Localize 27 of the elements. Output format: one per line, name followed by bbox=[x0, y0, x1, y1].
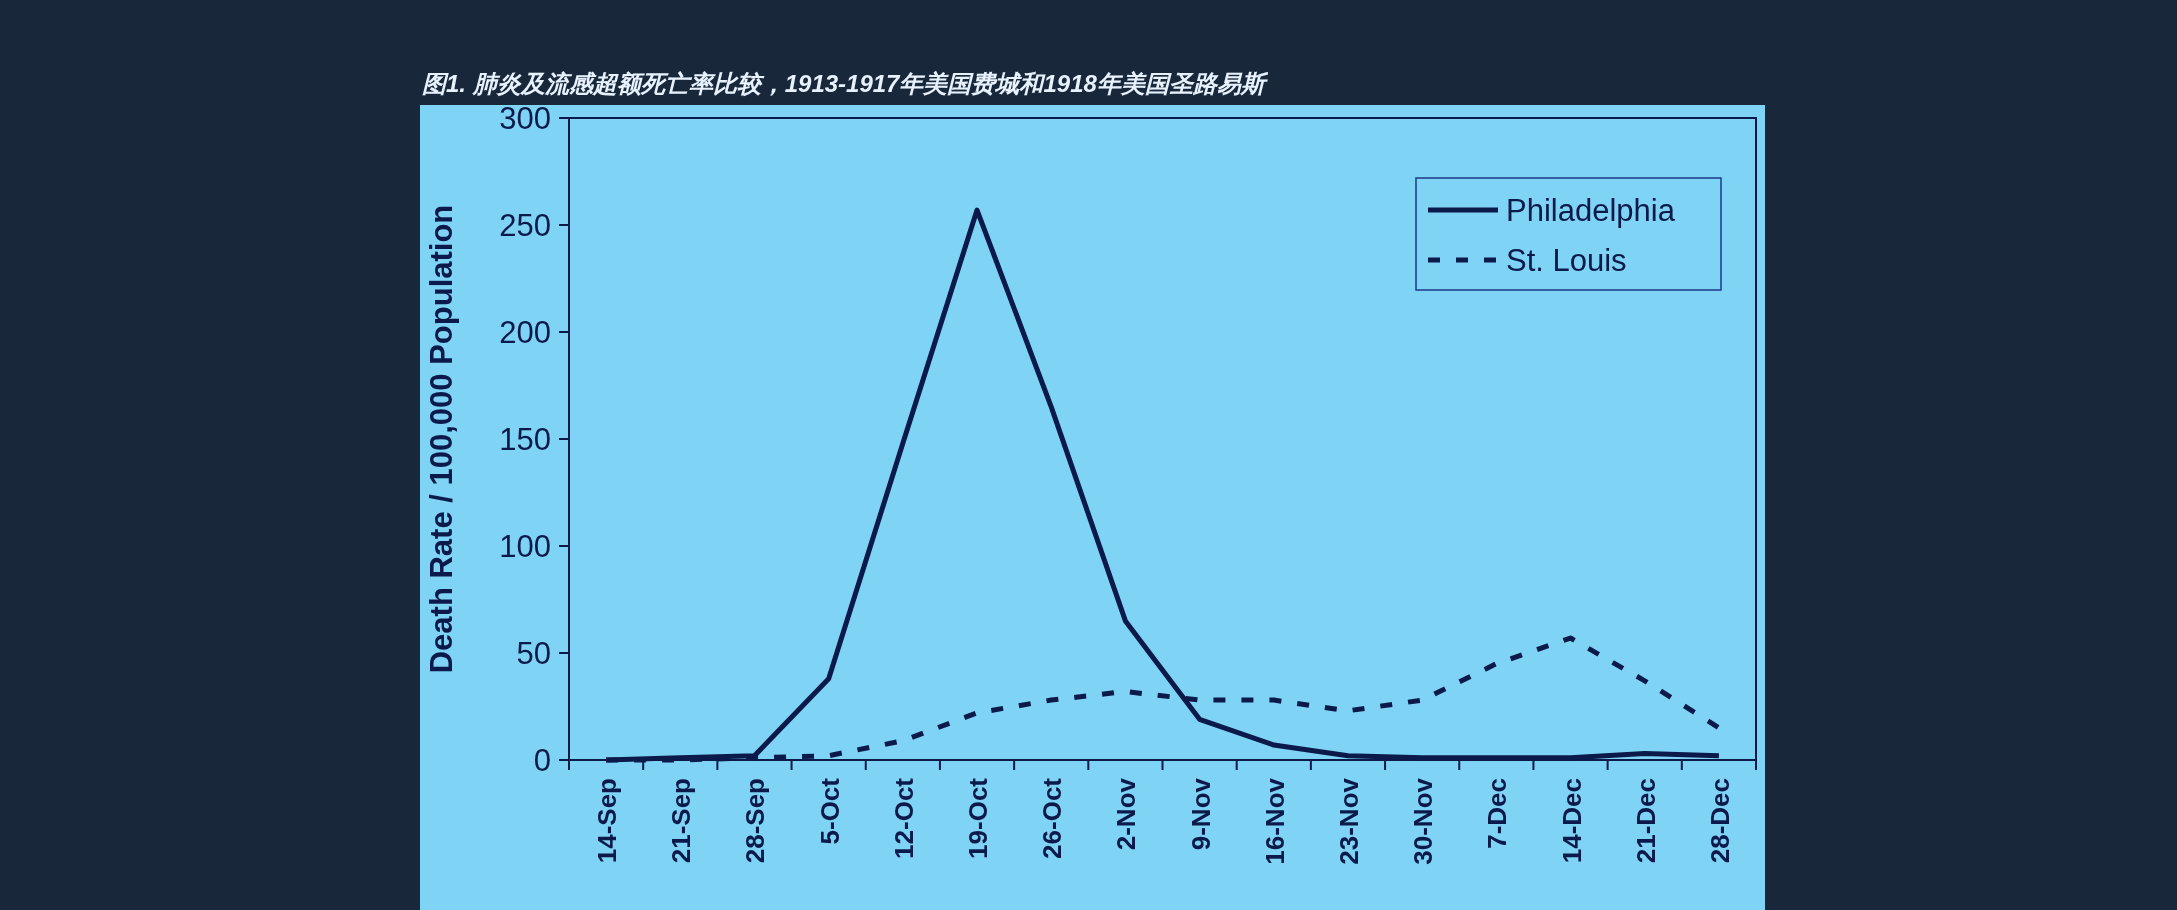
x-tick-label: 28-Dec bbox=[1704, 778, 1735, 864]
legend-label: St. Louis bbox=[1506, 243, 1627, 278]
x-tick-label: 7-Dec bbox=[1482, 778, 1513, 849]
x-tick-label: 12-Oct bbox=[888, 777, 919, 859]
x-tick-label: 28-Sep bbox=[740, 778, 771, 864]
y-tick-label: 0 bbox=[533, 743, 551, 778]
x-tick-label: 19-Oct bbox=[963, 777, 994, 859]
chart-title: 图1. 肺炎及流感超额死亡率比较，1913-1917年美国费城和1918年美国圣路易斯 bbox=[422, 70, 1269, 97]
x-tick-label: 30-Nov bbox=[1408, 777, 1439, 865]
y-tick-label: 200 bbox=[499, 315, 551, 350]
y-tick-label: 100 bbox=[499, 529, 551, 564]
x-tick-label: 21-Sep bbox=[666, 778, 697, 864]
y-tick-label: 150 bbox=[499, 422, 551, 457]
legend-label: Philadelphia bbox=[1506, 193, 1676, 228]
x-tick-label: 23-Nov bbox=[1333, 777, 1364, 865]
y-tick-label: 300 bbox=[499, 101, 551, 136]
x-tick-label: 16-Nov bbox=[1259, 777, 1290, 865]
y-tick-label: 50 bbox=[516, 636, 551, 671]
y-axis-title: Death Rate / 100,000 Population bbox=[424, 204, 459, 674]
y-tick-label: 250 bbox=[499, 208, 551, 243]
x-tick-label: 9-Nov bbox=[1185, 777, 1216, 851]
x-tick-label: 26-Oct bbox=[1037, 777, 1068, 859]
x-tick-label: 14-Dec bbox=[1556, 778, 1587, 864]
x-tick-label: 2-Nov bbox=[1111, 777, 1142, 851]
x-tick-label: 21-Dec bbox=[1630, 778, 1661, 864]
x-tick-label: 5-Oct bbox=[814, 777, 845, 845]
x-tick-label: 14-Sep bbox=[592, 778, 623, 864]
